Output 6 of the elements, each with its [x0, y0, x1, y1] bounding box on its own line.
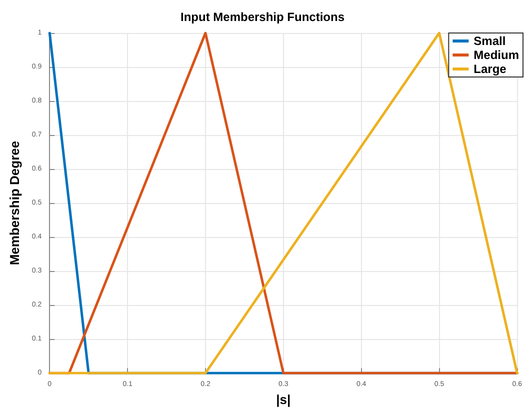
legend-label: Large — [474, 62, 507, 76]
chart-title: Input Membership Functions — [180, 10, 345, 24]
legend-label: Medium — [474, 48, 520, 62]
x-axis-title: |s| — [276, 392, 291, 407]
y-axis-title: Membership Degree — [7, 140, 22, 266]
legend-label: Small — [474, 34, 506, 48]
